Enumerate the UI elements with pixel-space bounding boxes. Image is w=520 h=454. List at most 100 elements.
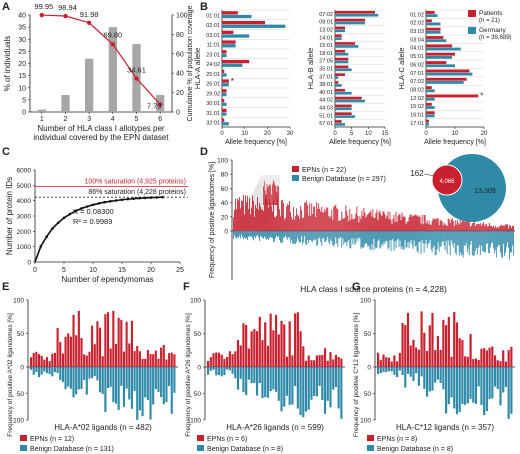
d-epn-bar — [348, 221, 350, 231]
e-epn-bar — [162, 344, 165, 367]
e-benign-bar — [91, 367, 94, 379]
c-point — [132, 197, 135, 200]
d-epn-bar — [292, 219, 294, 231]
g-legend-epn-swatch — [367, 435, 374, 441]
a-y2-label: Cumulative % of population coverage — [187, 5, 194, 121]
d-epn-bar — [436, 218, 438, 231]
f-epn-bar — [231, 354, 234, 367]
g-epn-bar — [464, 356, 467, 367]
a-y-tick-label: 10 — [18, 85, 26, 92]
d-epn-bar — [329, 217, 331, 231]
d-epn-bar — [337, 209, 339, 231]
d-benign-bar — [236, 231, 237, 239]
d-benign-bar — [234, 231, 235, 236]
d-benign-bar — [305, 231, 307, 245]
g-epn-bar — [398, 352, 401, 367]
d-epn-bar — [378, 212, 380, 231]
f-benign-bar — [296, 367, 299, 409]
d-epn-bar — [368, 212, 370, 231]
b-hla-a-allele-label: 25:01 — [206, 72, 220, 78]
f-benign-bar — [313, 367, 316, 397]
d-epn-bar — [419, 217, 421, 231]
d-epn-bar — [260, 206, 261, 231]
f-epn-bar — [307, 355, 310, 367]
e-benign-bar — [88, 367, 91, 379]
d-benign-bar — [247, 231, 248, 241]
d-epn-bar — [241, 200, 242, 231]
e-epn-bar — [130, 320, 133, 367]
f-benign-bar — [280, 367, 283, 412]
e-epn-bar — [106, 312, 110, 367]
f-benign-bar — [321, 367, 324, 400]
d-benign-bar — [424, 231, 426, 244]
g-epn-bar — [404, 325, 407, 367]
d-benign-bar — [417, 231, 419, 253]
b-hla-a-allele-label: 24:02 — [206, 62, 220, 68]
d-epn-bar — [438, 225, 440, 231]
g-epn-bar — [458, 338, 461, 367]
d-epn-bar — [431, 220, 433, 231]
f-legend-epn-swatch — [197, 435, 204, 441]
b-hla-b-germany-bar — [335, 123, 345, 126]
g-benign-bar — [412, 367, 415, 381]
b-hla-b-patient-bar — [335, 112, 352, 115]
f-benign-bar — [288, 367, 291, 405]
e-epn-bar — [51, 353, 54, 367]
d-benign-bar — [419, 231, 421, 242]
b-hla-a-patient-bar — [222, 79, 229, 83]
d-benign-bar — [467, 231, 469, 249]
d-epn-bar — [423, 215, 425, 231]
d-epn-bar — [411, 216, 413, 231]
g-epn-bar — [455, 322, 459, 367]
b-hla-b-patient-bar — [335, 65, 349, 69]
g-benign-bar — [477, 367, 480, 387]
d-epn-bar — [490, 225, 492, 231]
a-x-tick-label: 4 — [111, 116, 115, 123]
a-y-tick-label: 35 — [18, 25, 26, 32]
d-epn-bar — [417, 216, 419, 231]
d-benign-bar — [430, 231, 432, 250]
d-benign-bar — [381, 231, 383, 245]
f-benign-bar — [275, 367, 278, 392]
b-hla-c-allele-label: 03:04 — [410, 37, 424, 43]
g-benign-bar — [504, 367, 508, 387]
d-epn-bar — [277, 197, 279, 231]
g-epn-bar — [387, 357, 391, 367]
d-benign-bar — [279, 231, 281, 241]
b-hla-b-germany-bar — [335, 68, 352, 72]
d-benign-bar — [324, 231, 326, 242]
d-epn-bar — [485, 224, 487, 231]
d-benign-bar — [242, 231, 243, 238]
b-hla-b-germany-bar — [335, 29, 345, 33]
b-hla-c-allele-label: 04:01 — [410, 46, 424, 52]
g-epn-bar — [420, 311, 423, 367]
c-y-tick-label: 1000 — [17, 244, 32, 251]
b-hla-a-tick-label: 20 — [264, 131, 271, 137]
f-epn-bar — [291, 355, 294, 367]
d-benign-bar — [487, 231, 489, 253]
d-epn-bar — [430, 224, 432, 231]
d-epn-bar — [496, 226, 498, 231]
d-zoom-bar — [275, 186, 277, 205]
f-epn-bar — [261, 340, 264, 367]
d-epn-bar — [317, 208, 319, 231]
c-point — [80, 207, 83, 210]
d-epn-bar — [450, 219, 452, 231]
g-benign-bar — [436, 367, 440, 380]
a-x-tick-label: 5 — [135, 116, 139, 123]
g-epn-bar — [450, 356, 453, 367]
d-epn-bar — [435, 218, 437, 231]
g-benign-bar — [417, 367, 420, 386]
g-epn-bar — [436, 336, 440, 367]
d-benign-bar — [484, 231, 486, 253]
d-benign-bar — [512, 231, 514, 256]
d-epn-bar — [336, 208, 338, 231]
d-benign-bar — [253, 231, 254, 241]
g-epn-bar — [488, 347, 491, 367]
d-benign-bar — [301, 231, 303, 237]
g-benign-bar — [466, 367, 469, 404]
d-benign-bar — [319, 231, 321, 238]
d-epn-bar — [311, 203, 313, 231]
d-epn-bar — [508, 225, 510, 231]
f-benign-bar — [212, 367, 215, 370]
